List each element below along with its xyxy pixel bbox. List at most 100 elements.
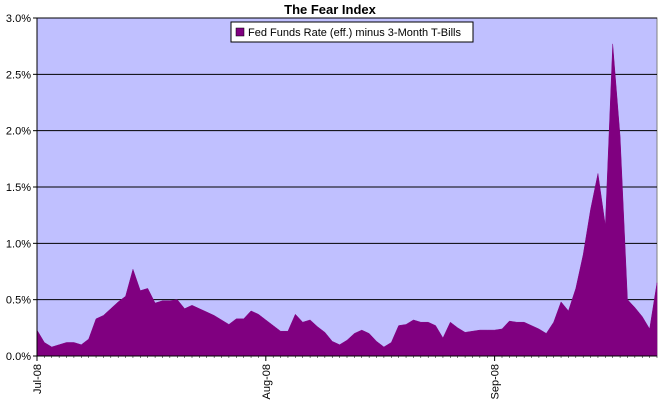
chart-title: The Fear Index xyxy=(284,2,377,17)
data-point-12 xyxy=(125,296,126,297)
data-point-15 xyxy=(147,288,148,289)
data-point-44 xyxy=(361,329,362,330)
data-point-56 xyxy=(450,322,451,323)
data-point-16 xyxy=(155,302,156,303)
data-point-45 xyxy=(369,333,370,334)
data-point-42 xyxy=(346,340,347,341)
data-point-48 xyxy=(391,342,392,343)
data-point-65 xyxy=(516,322,517,323)
y-tick-label-5: 2.5% xyxy=(6,69,31,81)
data-point-37 xyxy=(310,319,311,320)
data-point-33 xyxy=(280,331,281,332)
data-point-2 xyxy=(51,346,52,347)
data-point-11 xyxy=(118,301,119,302)
data-point-46 xyxy=(376,341,377,342)
data-point-7 xyxy=(88,339,89,340)
data-point-83 xyxy=(649,328,650,329)
data-point-77 xyxy=(605,225,606,226)
data-point-41 xyxy=(339,344,340,345)
data-point-18 xyxy=(169,300,170,301)
data-point-9 xyxy=(103,315,104,316)
data-point-1 xyxy=(44,342,45,343)
data-point-75 xyxy=(590,209,591,210)
data-point-72 xyxy=(568,310,569,311)
data-point-54 xyxy=(435,325,436,326)
data-point-38 xyxy=(317,326,318,327)
data-point-29 xyxy=(250,310,251,311)
data-point-4 xyxy=(66,342,67,343)
y-tick-label-3: 1.5% xyxy=(6,182,31,194)
data-point-25 xyxy=(221,319,222,320)
data-point-14 xyxy=(140,290,141,291)
axes xyxy=(33,17,658,361)
data-point-55 xyxy=(442,337,443,338)
data-point-73 xyxy=(575,288,576,289)
data-point-60 xyxy=(479,329,480,330)
data-point-21 xyxy=(191,305,192,306)
data-point-32 xyxy=(273,325,274,326)
data-point-23 xyxy=(206,311,207,312)
data-point-69 xyxy=(546,333,547,334)
y-axis-tick-labels: 0.0% 0.5% 1.0% 1.5% 2.0% 2.5% 3.0% xyxy=(6,13,31,363)
y-tick-label-1: 0.5% xyxy=(6,295,31,307)
data-point-19 xyxy=(177,299,178,300)
data-point-84 xyxy=(656,282,657,283)
data-point-66 xyxy=(524,322,525,323)
legend: Fed Funds Rate (eff.) minus 3-Month T-Bi… xyxy=(230,21,474,43)
data-point-3 xyxy=(59,344,60,345)
data-point-67 xyxy=(531,325,532,326)
legend-box xyxy=(230,21,474,43)
data-point-47 xyxy=(383,346,384,347)
data-point-5 xyxy=(73,342,74,343)
data-point-68 xyxy=(538,328,539,329)
x-tick-label-0: Jul-08 xyxy=(32,364,44,394)
data-point-27 xyxy=(236,318,237,319)
data-point-8 xyxy=(95,318,96,319)
data-point-58 xyxy=(465,332,466,333)
data-point-53 xyxy=(428,322,429,323)
x-axis-tick-labels: Jul-08 Aug-08 Sep-08 xyxy=(32,364,502,399)
data-point-31 xyxy=(265,319,266,320)
data-point-36 xyxy=(302,322,303,323)
series-area-layer xyxy=(36,43,658,357)
y-tick-label-0: 0.0% xyxy=(6,351,31,363)
data-point-70 xyxy=(553,322,554,323)
data-point-26 xyxy=(228,324,229,325)
data-point-76 xyxy=(597,173,598,174)
data-point-39 xyxy=(324,332,325,333)
data-point-82 xyxy=(642,316,643,317)
data-point-51 xyxy=(413,319,414,320)
data-point-40 xyxy=(332,341,333,342)
data-point-34 xyxy=(287,331,288,332)
data-point-13 xyxy=(132,269,133,270)
legend-swatch xyxy=(235,27,245,37)
data-point-80 xyxy=(627,299,628,300)
data-point-71 xyxy=(560,301,561,302)
data-point-43 xyxy=(354,333,355,334)
data-point-79 xyxy=(620,136,621,137)
data-point-6 xyxy=(81,344,82,345)
data-point-81 xyxy=(634,307,635,308)
data-point-74 xyxy=(583,254,584,255)
x-tick-label-2: Sep-08 xyxy=(490,364,502,399)
data-point-28 xyxy=(243,318,244,319)
y-tick-label-4: 2.0% xyxy=(6,126,31,138)
data-point-61 xyxy=(487,329,488,330)
data-point-10 xyxy=(110,308,111,309)
data-point-59 xyxy=(472,331,473,332)
data-point-22 xyxy=(199,308,200,309)
data-point-30 xyxy=(258,314,259,315)
data-point-57 xyxy=(457,327,458,328)
data-point-64 xyxy=(509,320,510,321)
data-point-35 xyxy=(295,314,296,315)
data-point-50 xyxy=(405,324,406,325)
y-tick-label-6: 3.0% xyxy=(6,13,31,25)
data-point-78 xyxy=(612,43,613,44)
data-point-63 xyxy=(501,328,502,329)
series-area xyxy=(36,43,658,357)
legend-label: Fed Funds Rate (eff.) minus 3-Month T-Bi… xyxy=(248,27,461,39)
data-point-62 xyxy=(494,329,495,330)
x-tick-label-1: Aug-08 xyxy=(261,364,273,399)
